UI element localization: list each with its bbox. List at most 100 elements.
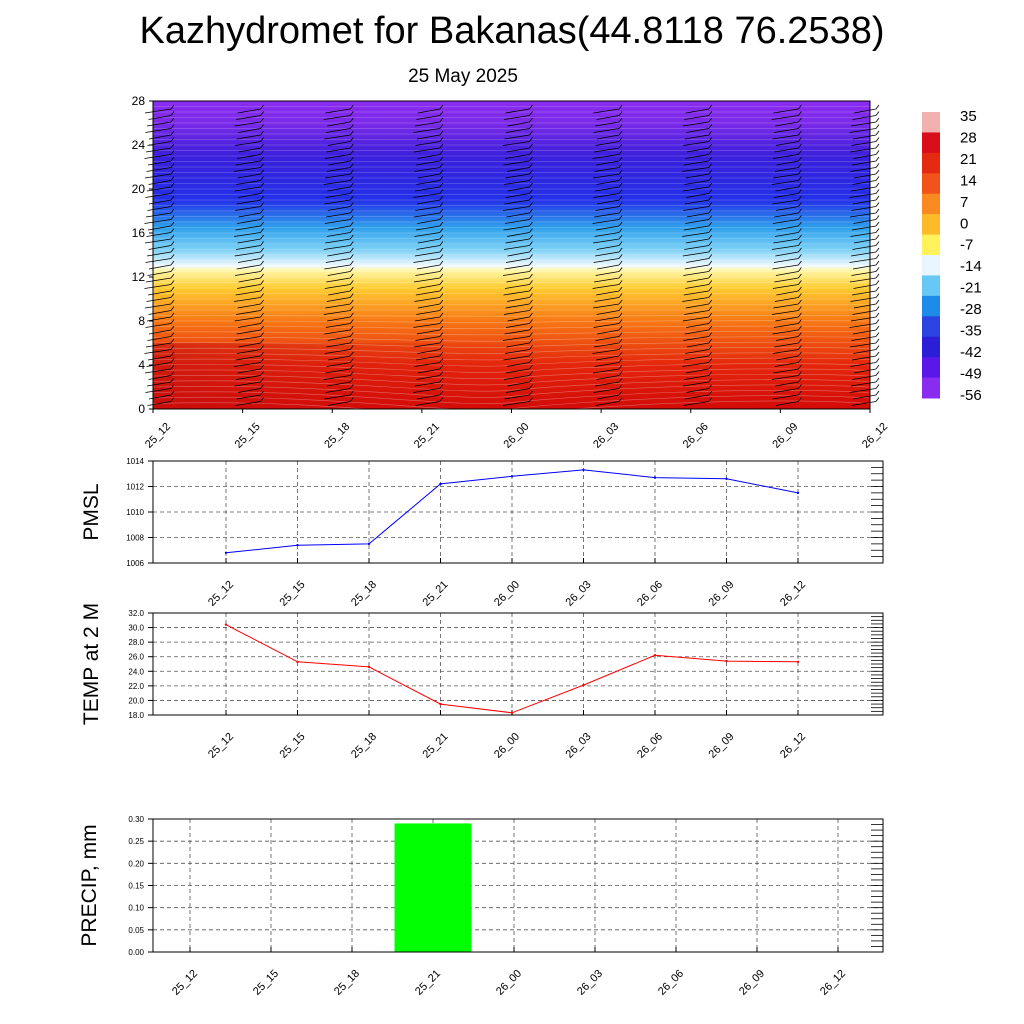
- wind-barb: [682, 247, 713, 257]
- wind-barb: [685, 104, 713, 114]
- wind-barb: [503, 351, 533, 361]
- pmsl-x-tick-label: 25_21: [421, 579, 451, 609]
- pmsl-point: [224, 551, 228, 554]
- wind-barb: [325, 299, 354, 309]
- wind-barb: [502, 332, 533, 341]
- wind-barb: [853, 215, 880, 224]
- wind-barb: [506, 208, 533, 218]
- wind-barb: [148, 306, 175, 315]
- wind-barb: [849, 143, 880, 153]
- wind-barb: [415, 202, 444, 211]
- wind-barb: [324, 390, 354, 400]
- wind-barb: [850, 117, 880, 127]
- wind-barb: [324, 215, 354, 224]
- wind-barb: [417, 299, 444, 309]
- wind-barb: [775, 397, 802, 406]
- wind-barb: [415, 156, 444, 166]
- wind-barb: [772, 260, 802, 270]
- wind-barb: [596, 286, 623, 296]
- wind-barb: [685, 234, 713, 244]
- wind-barb: [417, 150, 444, 159]
- colorbar-segment: [922, 377, 940, 399]
- wind-barb: [236, 195, 264, 205]
- wind-barb: [326, 208, 354, 218]
- wind-barb: [772, 195, 802, 205]
- contour-line: [152, 384, 871, 398]
- wind-barb: [145, 143, 175, 153]
- colorbar-label: 0: [960, 215, 968, 232]
- heatmap-x-tick-label: 26_09: [770, 421, 800, 451]
- wind-barb: [502, 397, 533, 406]
- wind-barb: [417, 169, 444, 179]
- wind-barb: [505, 189, 533, 198]
- pmsl-point: [296, 543, 299, 547]
- temp-2m-x-tick-label: 26_06: [635, 731, 665, 761]
- wind-barb: [148, 371, 175, 380]
- wind-barb: [146, 163, 175, 172]
- colorbar-segment: [922, 234, 940, 256]
- wind-barb: [234, 293, 264, 302]
- wind-barb: [413, 143, 444, 153]
- wind-barb: [415, 267, 444, 276]
- wind-barb: [147, 397, 175, 406]
- wind-barb: [595, 117, 623, 127]
- wind-barb: [507, 247, 533, 257]
- wind-barb: [148, 176, 175, 185]
- wind-barb: [146, 182, 175, 192]
- contour-lines: [152, 106, 871, 417]
- wind-barb: [771, 176, 802, 185]
- wind-barb: [849, 124, 880, 133]
- wind-barb: [593, 364, 623, 374]
- wind-barb: [238, 124, 264, 133]
- wind-barb: [682, 377, 713, 387]
- wind-barb: [772, 215, 802, 224]
- wind-barb: [507, 312, 533, 322]
- heatmap-x-tick-label: 26_03: [591, 421, 621, 451]
- wind-barb: [145, 189, 175, 198]
- wind-barb: [236, 306, 264, 315]
- pmsl-x-tick-label: 26_03: [564, 579, 594, 609]
- wind-barb: [853, 150, 880, 159]
- wind-barb: [234, 312, 264, 322]
- wind-barb: [596, 371, 623, 380]
- wind-barb: [852, 111, 880, 120]
- wind-barb: [773, 384, 802, 393]
- pmsl-x-tick-label: 25_15: [278, 579, 308, 609]
- wind-barb: [771, 241, 802, 250]
- wind-barb: [236, 260, 264, 270]
- wind-barb: [237, 345, 264, 354]
- wind-barb: [772, 130, 802, 140]
- wind-barb: [235, 267, 264, 276]
- wind-barb: [597, 325, 623, 335]
- heatmap-y-tick-label: 16: [132, 226, 146, 240]
- colorbar-label: 35: [960, 108, 977, 125]
- wind-barb: [145, 124, 175, 133]
- wind-barb: [686, 273, 713, 283]
- wind-barb: [327, 267, 354, 276]
- wind-barb: [772, 150, 802, 159]
- colorbar-segment: [922, 132, 940, 154]
- wind-barb: [596, 241, 623, 250]
- wind-barb: [417, 234, 444, 244]
- wind-barb: [326, 163, 354, 172]
- wind-barb: [327, 247, 354, 257]
- wind-barb: [775, 377, 802, 387]
- wind-barb: [684, 390, 713, 400]
- wind-barb: [503, 241, 533, 250]
- wind-barb: [145, 319, 175, 328]
- wind-barb: [144, 345, 175, 354]
- wind-barb: [686, 124, 713, 133]
- precip-bar: [394, 823, 472, 952]
- wind-barb: [502, 137, 533, 146]
- wind-barb: [773, 169, 802, 179]
- precip-x-tick-label: 26_00: [494, 968, 524, 998]
- wind-barb: [238, 319, 264, 328]
- wind-barb: [775, 332, 802, 341]
- wind-barb: [852, 306, 880, 315]
- wind-barb: [773, 254, 802, 263]
- pmsl-x-tick-label: 26_12: [778, 579, 808, 609]
- wind-barb: [682, 228, 713, 237]
- wind-barb: [774, 163, 802, 172]
- wind-barb: [146, 358, 175, 367]
- wind-barb: [506, 228, 533, 237]
